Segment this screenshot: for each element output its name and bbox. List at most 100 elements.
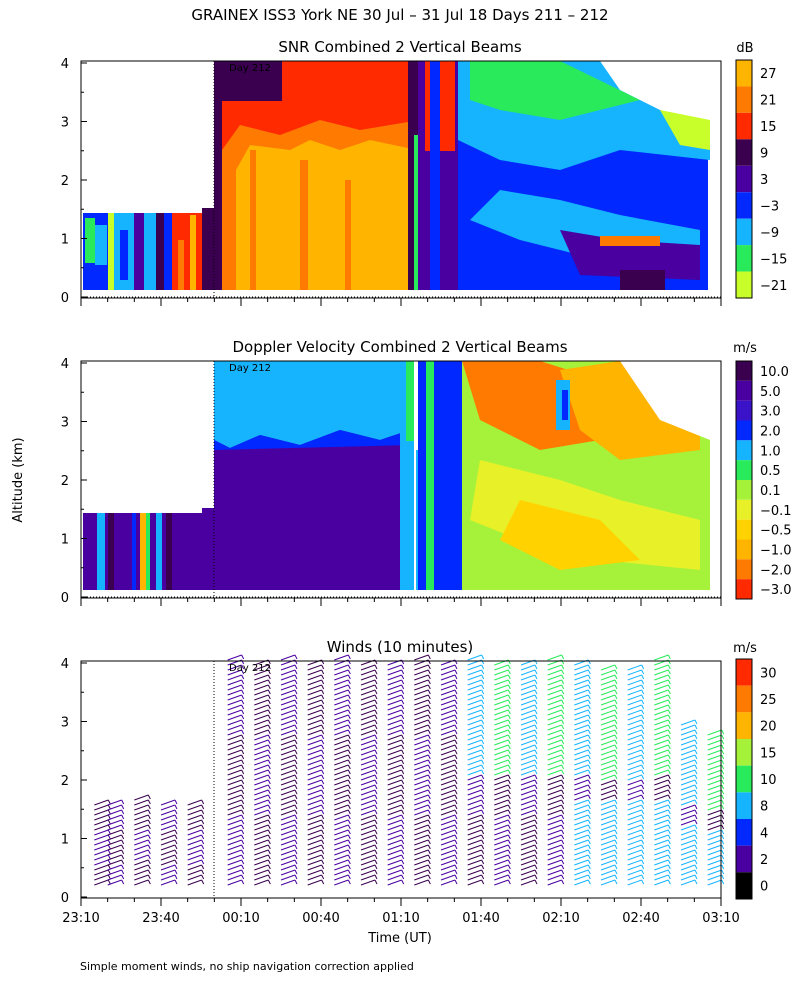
wind-barb-flag (561, 879, 565, 885)
wind-barb-flag (534, 799, 538, 805)
wind-barb (520, 779, 536, 786)
wind-barb-flag (374, 714, 378, 720)
colorbar-swatch (736, 872, 752, 899)
wind-barb-flag (427, 709, 431, 715)
wind-barb-flag (427, 734, 431, 740)
wind-barb-flag (401, 869, 405, 875)
wind-barb-flag (321, 714, 325, 720)
wind-barb (387, 834, 402, 841)
wind-barb-flag (587, 849, 591, 855)
wind-barb-flag (401, 859, 405, 865)
wind-barb (414, 784, 429, 791)
wind-barb-flag (481, 784, 485, 790)
wind-barb-flag (454, 764, 458, 770)
wind-barb (440, 709, 456, 716)
wind-barb (414, 769, 429, 776)
wind-barb (467, 744, 482, 751)
wind-barb (440, 664, 456, 671)
wind-barb (160, 819, 176, 826)
wind-barb (600, 814, 616, 821)
wind-barb-flag (561, 794, 565, 800)
wind-barb (227, 714, 242, 721)
wind-barb (387, 784, 402, 791)
wind-barb (160, 869, 176, 876)
wind-barb (334, 714, 349, 721)
wind-barb-flag (347, 789, 351, 795)
wind-barb-flag (587, 864, 591, 870)
wind-barb-flag (454, 844, 458, 850)
wind-barb (387, 664, 402, 671)
wind-barb-flag (121, 879, 125, 885)
wind-barb-flag (561, 869, 565, 875)
wind-barb-flag (241, 864, 245, 870)
wind-barb-flag (267, 774, 271, 780)
wind-barb (307, 854, 322, 861)
colorbar-swatch (736, 460, 752, 480)
wind-barb (307, 859, 322, 866)
wind-barb (227, 674, 242, 681)
wind-barb-flag (481, 819, 485, 825)
wind-barb (307, 839, 322, 846)
wind-barb-flag (561, 849, 565, 855)
wind-barb (627, 874, 642, 881)
wind-barb (360, 699, 376, 706)
wind-barb-flag (267, 859, 271, 865)
wind-barb (334, 839, 349, 846)
wind-barb (547, 714, 562, 721)
wind-barb-flag (641, 864, 645, 870)
y-tick-label: 4 (61, 57, 69, 72)
wind-barb-flag (667, 874, 671, 880)
wind-barb-flag (667, 769, 671, 775)
wind-barb-flag (614, 779, 618, 785)
x-tick-labels: 23:10 23:40 00:10 00:40 01:10 01:40 02:10 02:40… (62, 911, 739, 926)
wind-barb (107, 819, 122, 826)
wind-barb (627, 774, 642, 781)
wind-barb-flag (267, 759, 271, 765)
wind-barb (414, 724, 429, 731)
wind-barb-flag (147, 814, 151, 820)
wind-barb (600, 684, 616, 691)
wind-barb-flag (427, 784, 431, 790)
wind-barb (414, 844, 429, 851)
wind-barb-flag (481, 779, 485, 785)
wind-barb (307, 834, 322, 841)
wind-barb-flag (321, 669, 325, 675)
wind-barb-flag (201, 849, 205, 855)
wind-barb (574, 874, 589, 881)
wind-barb (414, 824, 429, 831)
wind-barb (654, 754, 669, 761)
wind-barb-flag (374, 769, 378, 775)
colorbar-swatch (736, 361, 752, 381)
wind-barb (360, 814, 376, 821)
wind-barb-flag (694, 754, 698, 760)
wind-barb-flag (721, 819, 725, 825)
wind-barb (654, 804, 669, 811)
y-axis-label: Altitude (km) (11, 437, 26, 522)
wind-barb (254, 879, 269, 886)
wind-barb-flag (374, 744, 378, 750)
colorbar-label: −15 (760, 252, 787, 267)
wind-barb-flag (267, 784, 271, 790)
wind-barb (680, 749, 696, 756)
wind-barb-flag (374, 764, 378, 770)
wind-barb-flag (507, 664, 511, 670)
wind-barb-flag (427, 794, 431, 800)
wind-barb-flag (587, 694, 591, 700)
wind-barb (254, 674, 269, 681)
wind-barb-flag (667, 674, 671, 680)
wind-barb (547, 879, 562, 886)
wind-barb (494, 729, 509, 736)
wind-barb (574, 829, 589, 836)
wind-barb (440, 674, 456, 681)
wind-barb (547, 664, 562, 671)
wind-barb-flag (294, 769, 298, 775)
wind-barb (334, 829, 349, 836)
wind-barb-flag (667, 859, 671, 865)
wind-barb-flag (374, 704, 378, 710)
wind-barb (280, 834, 296, 841)
wind-barb-flag (481, 769, 485, 775)
wind-barb (547, 804, 562, 811)
wind-barb-flag (481, 754, 485, 760)
wind-barb (654, 674, 669, 681)
wind-barb-flag (201, 804, 205, 810)
